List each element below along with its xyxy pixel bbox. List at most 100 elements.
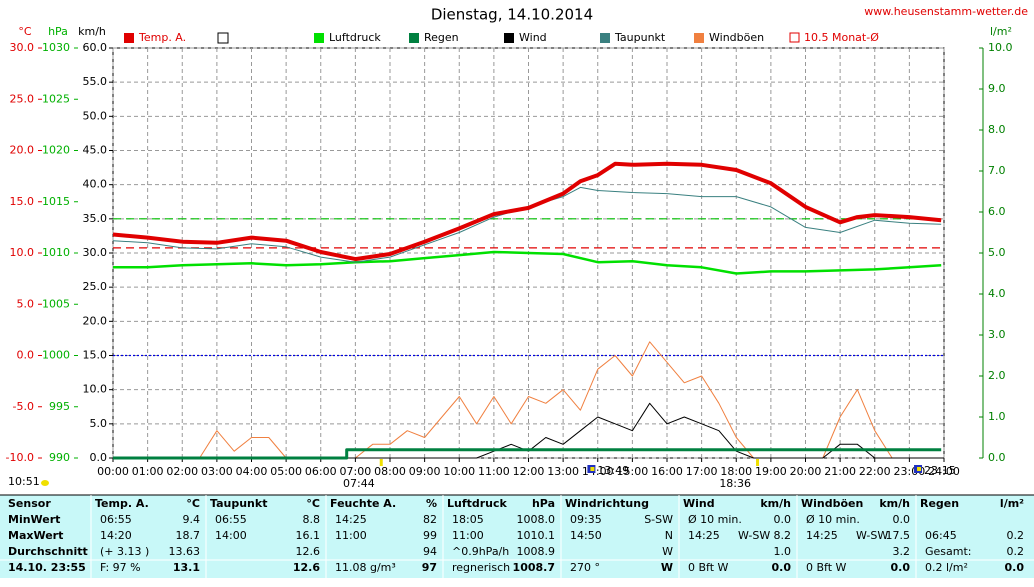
table-cell: 06:45 [925, 529, 957, 542]
x-tick-label: 19:00 [755, 465, 787, 478]
y-tick-label: 35.0 [83, 212, 108, 225]
table-cell: 1010.1 [517, 529, 556, 542]
y-tick-label: 10.0 [10, 246, 35, 259]
table-cell: 13.63 [169, 545, 201, 558]
marker-label: 07:44 [343, 477, 375, 490]
table-cell: W [661, 561, 673, 574]
table-cell: 0 Bft W [806, 561, 847, 574]
site-url[interactable]: www.heusenstamm-wetter.de [864, 5, 1028, 18]
y-tick-label: 5.0 [17, 297, 35, 310]
table-header: Sensor [8, 497, 51, 510]
table-cell: 11.08 g/m³ [335, 561, 396, 574]
x-tick-label: 09:00 [409, 465, 441, 478]
legend-label: Luftdruck [329, 31, 381, 44]
marker-label: 23:15 [924, 464, 956, 477]
table-background [0, 495, 1034, 578]
table-header: Windrichtung [565, 497, 649, 510]
table-header: Wind [683, 497, 715, 510]
x-tick-label: 02:00 [166, 465, 198, 478]
table-unit: l/m² [1000, 497, 1024, 510]
x-tick-label: 24:00 [928, 465, 960, 478]
y-tick-label: 15.0 [83, 349, 108, 362]
x-tick-label: 07:00 [340, 465, 372, 478]
y-tick-label: 60.0 [83, 41, 108, 54]
y-tick-label: -5.0 [13, 400, 34, 413]
table-cell: 8.8 [303, 513, 321, 526]
table-cell: W-SW [738, 529, 770, 542]
y-tick-label: 7.0 [988, 164, 1006, 177]
table-cell: 11:00 [452, 529, 484, 542]
table-cell: Durchschnitt [8, 545, 88, 558]
y-tick-label: 5.0 [988, 246, 1006, 259]
legend-swatch [314, 33, 324, 43]
table-cell: W-SW [856, 529, 888, 542]
table-cell: N [665, 529, 673, 542]
legend-blank-box [217, 32, 229, 44]
legend-label: Regen [424, 31, 459, 44]
y-tick-label: 1005 [42, 297, 70, 310]
x-tick-label: 16:00 [651, 465, 683, 478]
y-tick-label: 1020 [42, 144, 70, 157]
table-cell: Ø 10 min. [688, 513, 742, 526]
info-time: 10:51 [8, 475, 40, 488]
table-cell: 17.5 [886, 529, 911, 542]
legend-label: Wind [519, 31, 547, 44]
x-tick-label: 08:00 [374, 465, 406, 478]
table-cell: MinWert [8, 513, 60, 526]
table-cell: S-SW [644, 513, 673, 526]
y-tick-label: 25.0 [10, 92, 35, 105]
y-tick-label: 3.0 [988, 328, 1006, 341]
sun-marker [756, 459, 760, 466]
table-cell: 14:20 [100, 529, 132, 542]
table-unit: °C [306, 497, 320, 510]
legend-swatch [124, 33, 134, 43]
table-cell: 0.0 [772, 561, 792, 574]
x-tick-label: 21:00 [824, 465, 856, 478]
table-unit: hPa [532, 497, 555, 510]
y-tick-label: 990 [49, 451, 70, 464]
x-tick-label: 15:00 [617, 465, 649, 478]
axis-unit: km/h [78, 25, 106, 38]
table-cell: 1.0 [774, 545, 792, 558]
chart-title: Dienstag, 14.10.2014 [431, 6, 593, 24]
table-header: Luftdruck [447, 497, 508, 510]
sun-icon [41, 480, 49, 486]
table-cell: 18:05 [452, 513, 484, 526]
moon-marker-inner [917, 467, 922, 471]
table-cell: regnerisch [452, 561, 510, 574]
table-cell: 14:25 [806, 529, 838, 542]
table-cell: 09:35 [570, 513, 602, 526]
y-tick-label: 50.0 [83, 109, 108, 122]
x-tick-label: 20:00 [790, 465, 822, 478]
table-cell: 9.4 [183, 513, 201, 526]
table-cell: 82 [423, 513, 437, 526]
table-unit: km/h [760, 497, 791, 510]
table-cell: MaxWert [8, 529, 63, 542]
y-tick-label: 10.0 [83, 383, 108, 396]
table-cell: 14:50 [570, 529, 602, 542]
y-tick-label: 10.0 [988, 41, 1013, 54]
table-cell: 06:55 [215, 513, 247, 526]
table-cell: 18.7 [176, 529, 201, 542]
legend-swatch [504, 33, 514, 43]
axis-unit: hPa [48, 25, 68, 38]
table-cell: 94 [423, 545, 437, 558]
y-tick-label: 0.0 [17, 349, 35, 362]
series-line [113, 250, 942, 275]
x-tick-label: 22:00 [859, 465, 891, 478]
table-header: Taupunkt [210, 497, 267, 510]
y-tick-label: 2.0 [988, 369, 1006, 382]
y-tick-label: 1015 [42, 195, 70, 208]
table-cell: 0.0 [1005, 561, 1025, 574]
y-tick-label: 8.0 [988, 123, 1006, 136]
sun-marker [379, 459, 383, 466]
x-tick-label: 17:00 [686, 465, 718, 478]
table-cell: 16.1 [296, 529, 321, 542]
legend-label: 10.5 Monat-Ø [804, 31, 879, 44]
x-tick-label: 12:00 [513, 465, 545, 478]
table-unit: km/h [879, 497, 910, 510]
table-cell: 0.2 [1007, 529, 1025, 542]
x-tick-label: 11:00 [478, 465, 510, 478]
table-unit: °C [186, 497, 200, 510]
